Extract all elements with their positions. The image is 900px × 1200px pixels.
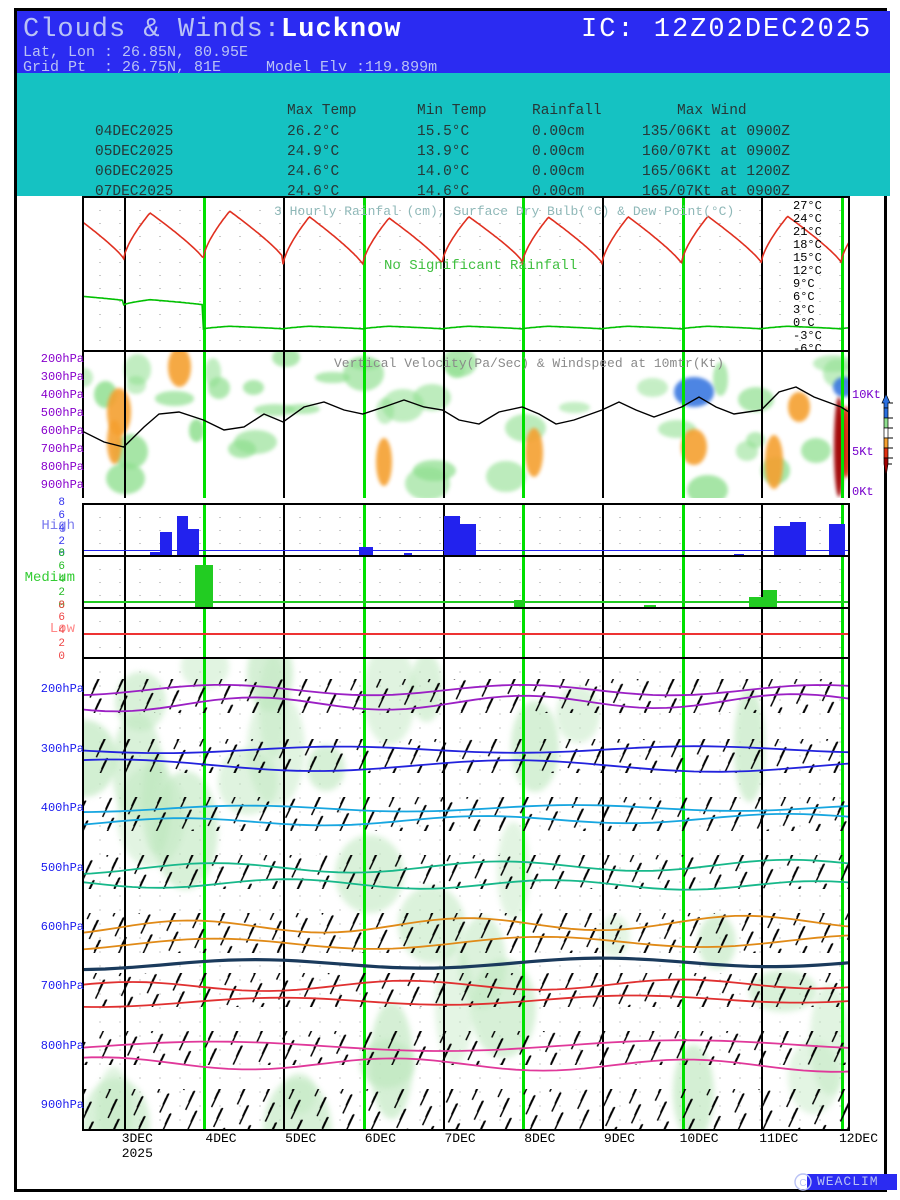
svg-text:C: C (799, 1178, 806, 1189)
